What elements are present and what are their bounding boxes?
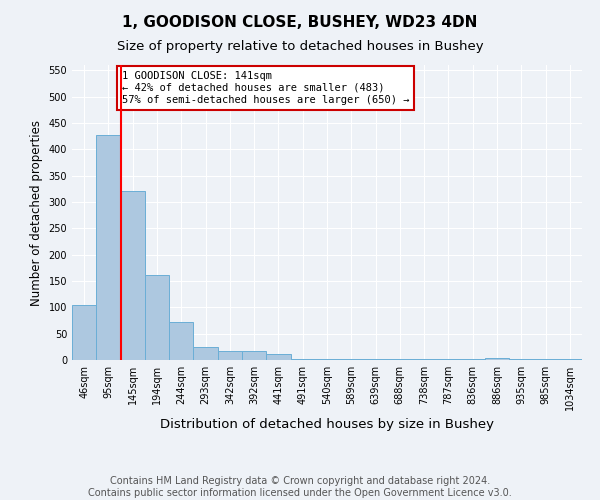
Text: 1 GOODISON CLOSE: 141sqm
← 42% of detached houses are smaller (483)
57% of semi-: 1 GOODISON CLOSE: 141sqm ← 42% of detach… xyxy=(122,72,409,104)
Bar xyxy=(193,347,218,360)
X-axis label: Distribution of detached houses by size in Bushey: Distribution of detached houses by size … xyxy=(160,418,494,432)
Bar xyxy=(242,351,266,360)
Bar xyxy=(121,192,145,360)
Bar xyxy=(145,274,169,360)
Bar xyxy=(169,322,193,360)
Bar xyxy=(96,134,121,360)
Y-axis label: Number of detached properties: Number of detached properties xyxy=(30,120,43,306)
Bar xyxy=(266,354,290,360)
Bar xyxy=(72,304,96,360)
Bar xyxy=(485,358,509,360)
Text: 1, GOODISON CLOSE, BUSHEY, WD23 4DN: 1, GOODISON CLOSE, BUSHEY, WD23 4DN xyxy=(122,15,478,30)
Text: Size of property relative to detached houses in Bushey: Size of property relative to detached ho… xyxy=(116,40,484,53)
Text: Contains HM Land Registry data © Crown copyright and database right 2024.
Contai: Contains HM Land Registry data © Crown c… xyxy=(88,476,512,498)
Bar xyxy=(218,351,242,360)
